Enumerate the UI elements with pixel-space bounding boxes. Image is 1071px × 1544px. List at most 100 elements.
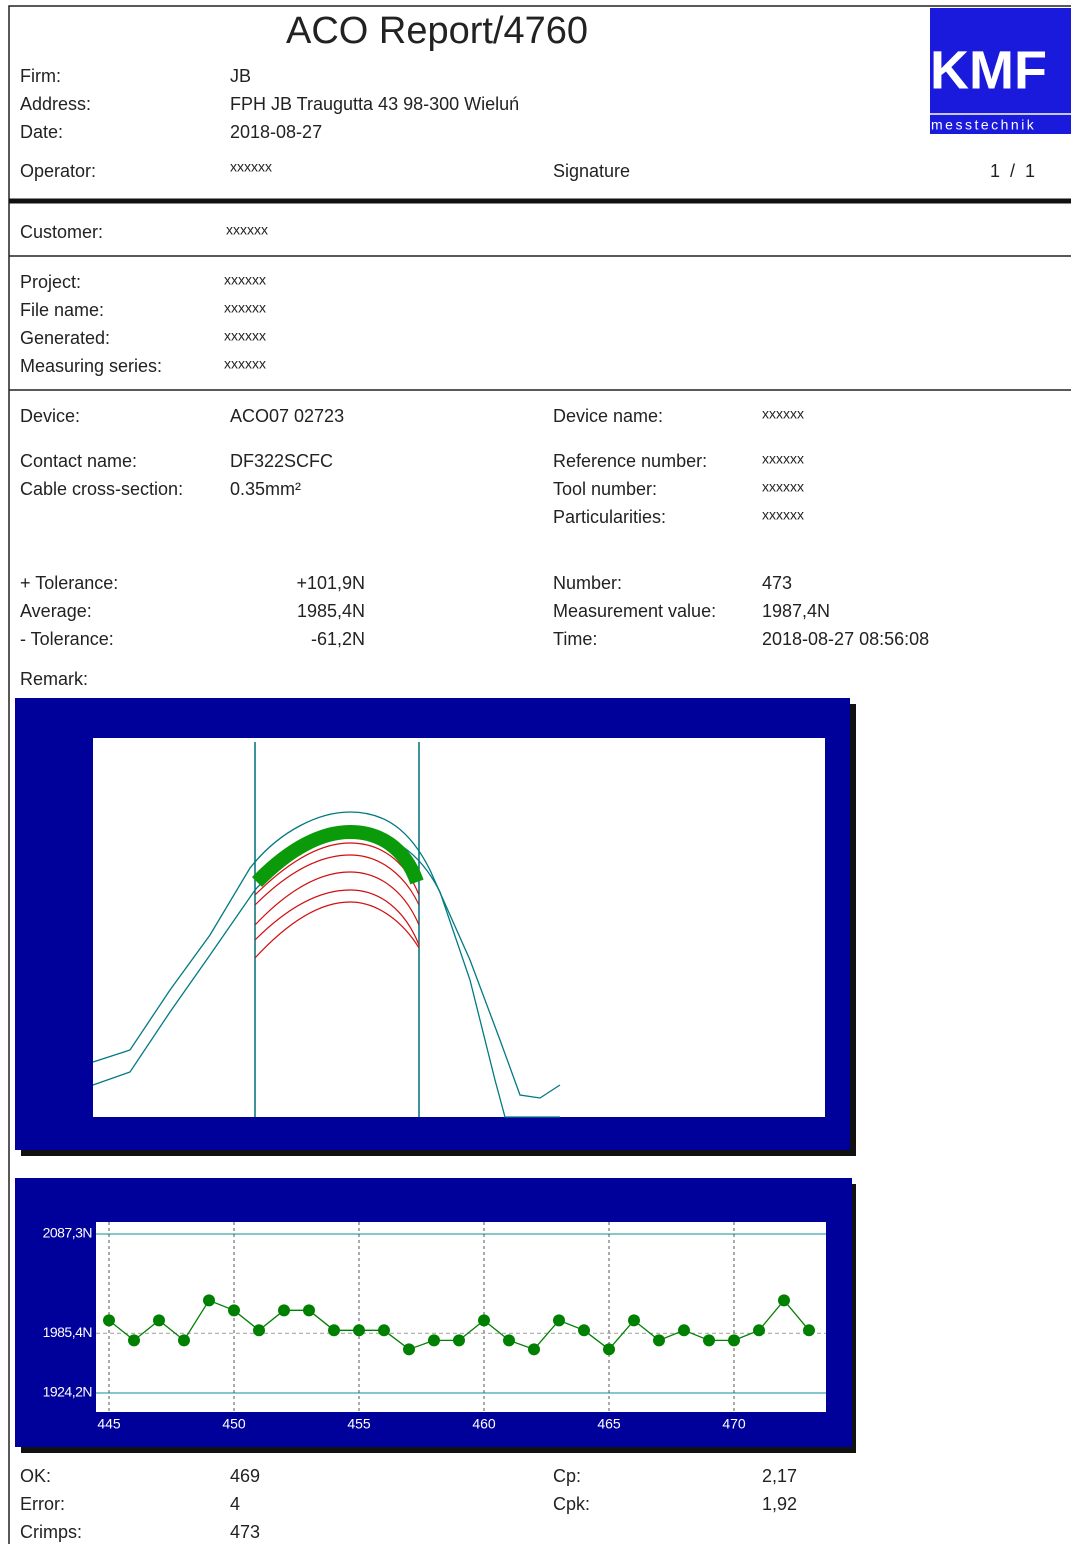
- data-point: [653, 1334, 665, 1347]
- control-chart: 1924,2N 1985,4N 2087,3N 445 450 455 460 465 470: [15, 1178, 856, 1453]
- field-label: OK:: [20, 1466, 51, 1486]
- data-point: [178, 1334, 190, 1347]
- field-value: JB: [230, 66, 251, 86]
- data-point: [778, 1294, 790, 1307]
- plot-area: [93, 738, 825, 1117]
- tolerance-upper: [92, 811, 561, 1099]
- field-label: Number:: [553, 573, 622, 593]
- field-label: Average:: [20, 601, 92, 621]
- logo: KMF messtechnik: [930, 8, 1071, 134]
- data-point: [753, 1324, 765, 1337]
- field-value: xxxxxx: [762, 406, 804, 422]
- x-tick-label: 465: [597, 1416, 621, 1432]
- field-label: File name:: [20, 300, 104, 320]
- field-label: Time:: [553, 629, 597, 649]
- data-point: [603, 1343, 615, 1356]
- logo-subtitle: messtechnik: [931, 117, 1036, 133]
- field-label: Cp:: [553, 1466, 581, 1486]
- field-value: +101,9N: [296, 573, 365, 593]
- remark-label: Remark:: [20, 669, 88, 689]
- field-label: + Tolerance:: [20, 573, 118, 593]
- operator-value: xxxxxx: [230, 159, 272, 175]
- curve-chart: [15, 698, 856, 1156]
- field-value: DF322SCFC: [230, 451, 333, 471]
- field-value: xxxxxx: [762, 507, 804, 523]
- data-point: [153, 1314, 165, 1327]
- field-value: xxxxxx: [224, 328, 266, 344]
- field-value: 2018-08-27: [230, 122, 322, 142]
- data-point: [428, 1334, 440, 1347]
- field-label: Particularities:: [553, 507, 666, 527]
- data-point: [103, 1314, 115, 1327]
- field-label: Crimps:: [20, 1522, 82, 1542]
- field-label: Address:: [20, 94, 91, 114]
- field-label: Measuring series:: [20, 356, 162, 376]
- operator-label: Operator:: [20, 161, 96, 181]
- data-point: [678, 1324, 690, 1337]
- field-value: xxxxxx: [224, 300, 266, 316]
- field-value: 2018-08-27 08:56:08: [762, 629, 929, 649]
- report-title: ACO Report/4760: [286, 10, 588, 52]
- data-point: [228, 1304, 240, 1317]
- curve: [254, 871, 420, 926]
- field-label: Date:: [20, 122, 63, 142]
- x-tick-label: 455: [347, 1416, 371, 1432]
- curve: [254, 889, 420, 946]
- curve: [254, 901, 420, 959]
- field-label: Measurement value:: [553, 601, 716, 621]
- data-point: [353, 1324, 365, 1337]
- field-label: - Tolerance:: [20, 629, 114, 649]
- field-value: 1,92: [762, 1494, 797, 1514]
- field-label: Device name:: [553, 406, 663, 426]
- y-tick-label: 1924,2N: [43, 1384, 92, 1400]
- data-point: [278, 1304, 290, 1317]
- data-point: [503, 1334, 515, 1347]
- field-value: ACO07 02723: [230, 406, 344, 426]
- field-value: xxxxxx: [224, 272, 266, 288]
- data-point: [703, 1334, 715, 1347]
- y-tick-label: 2087,3N: [43, 1225, 92, 1241]
- data-point: [303, 1304, 315, 1317]
- data-point: [378, 1324, 390, 1337]
- field-label: Generated:: [20, 328, 110, 348]
- field-value: xxxxxx: [762, 451, 804, 467]
- data-point: [128, 1334, 140, 1347]
- logo-box: [930, 8, 1071, 134]
- x-tick-label: 460: [472, 1416, 496, 1432]
- data-point: [453, 1334, 465, 1347]
- field-value: 1985,4N: [297, 601, 365, 621]
- field-label: Cpk:: [553, 1494, 590, 1514]
- field-label: Firm:: [20, 66, 61, 86]
- x-tick-label: 450: [222, 1416, 246, 1432]
- field-value: xxxxxx: [224, 356, 266, 372]
- data-point: [803, 1324, 815, 1337]
- x-tick-label: 445: [97, 1416, 121, 1432]
- field-label: Reference number:: [553, 451, 707, 471]
- field-label: Contact name:: [20, 451, 137, 471]
- data-point: [728, 1334, 740, 1347]
- data-point: [628, 1314, 640, 1327]
- curve-bundle: [251, 824, 424, 887]
- plot-area: [96, 1222, 826, 1412]
- field-label: Project:: [20, 272, 81, 292]
- field-label: Error:: [20, 1494, 65, 1514]
- field-value: xxxxxx: [762, 479, 804, 495]
- data-point: [328, 1324, 340, 1337]
- customer-value: xxxxxx: [226, 222, 268, 238]
- customer-label: Customer:: [20, 222, 103, 242]
- data-point: [253, 1324, 265, 1337]
- field-value: 473: [230, 1522, 260, 1542]
- field-label: Cable cross-section:: [20, 479, 183, 499]
- data-point: [553, 1314, 565, 1327]
- x-tick-label: 470: [722, 1416, 746, 1432]
- data-point: [528, 1343, 540, 1356]
- field-value: 473: [762, 573, 792, 593]
- field-value: 0.35mm²: [230, 479, 301, 499]
- field-value: 469: [230, 1466, 260, 1486]
- data-point: [203, 1294, 215, 1307]
- field-value: 4: [230, 1494, 240, 1514]
- field-value: FPH JB Traugutta 43 98-300 Wieluń: [230, 94, 519, 114]
- y-tick-label: 1985,4N: [43, 1324, 92, 1340]
